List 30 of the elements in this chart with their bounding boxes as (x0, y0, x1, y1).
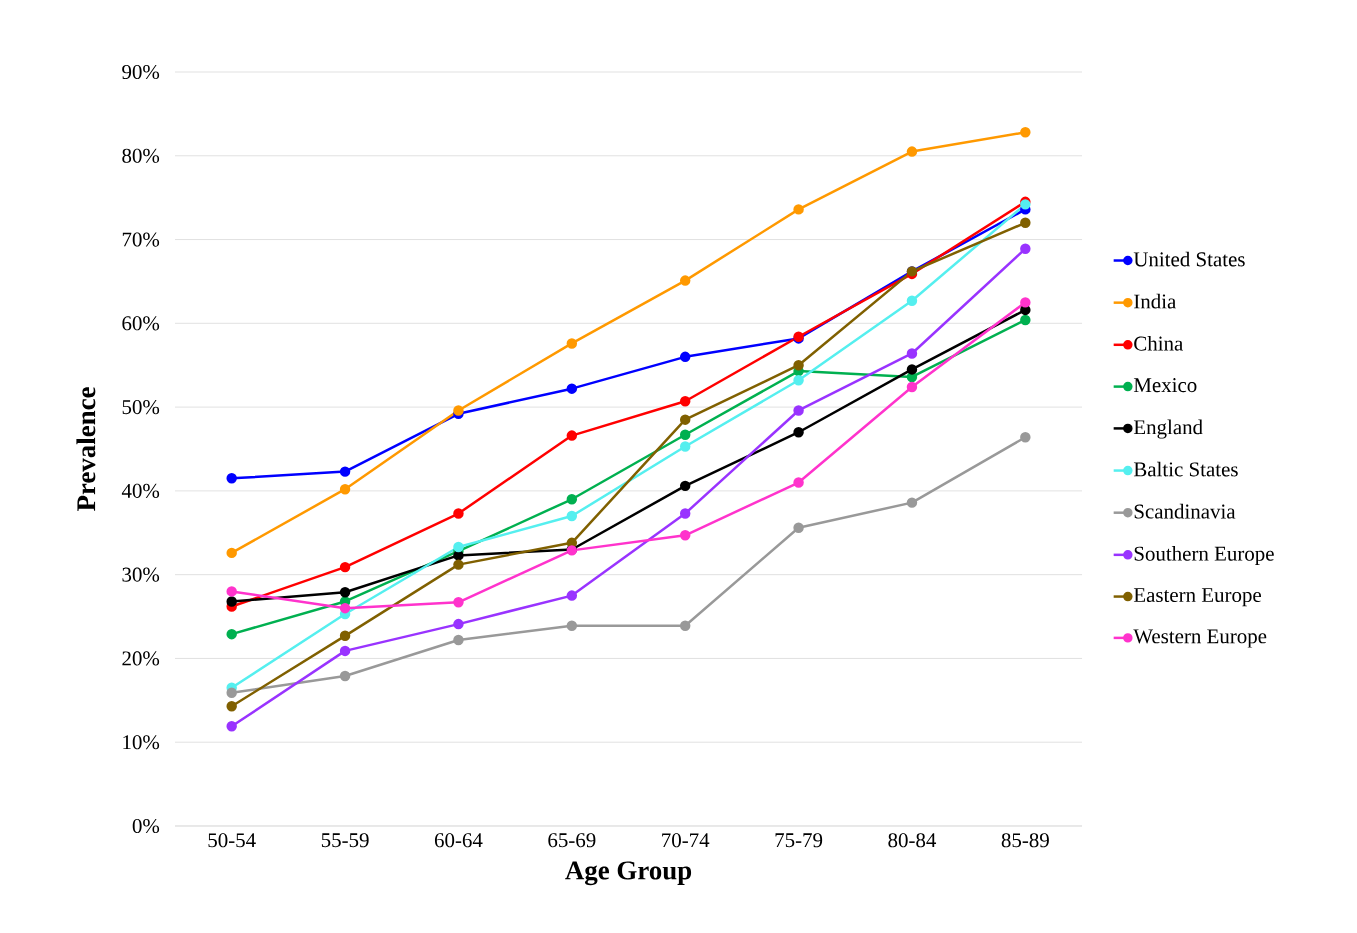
x-tick-label: 60-64 (434, 833, 483, 848)
y-tick-label: 70% (122, 232, 160, 247)
y-tick-label: 80% (122, 148, 160, 163)
y-tick-label: 10% (123, 735, 160, 750)
y-tick-label: 90% (122, 64, 160, 80)
y-tick-label: 30% (122, 567, 160, 582)
x-tick-label: 70-74 (662, 833, 710, 848)
legend-label: Western Europe (1133, 629, 1267, 648)
legend-label: England (1133, 419, 1203, 439)
y-tick-label: 0% (132, 818, 160, 834)
y-axis-title: Prevalence (76, 387, 96, 512)
x-tick-label: 55-59 (321, 833, 369, 848)
legend-label: Mexico (1133, 378, 1197, 393)
y-tick-label: 50% (122, 400, 160, 415)
x-tick-label: 50-54 (208, 833, 256, 848)
x-tick-label: 85-89 (1001, 833, 1049, 848)
x-axis-title: Age Group (565, 861, 692, 886)
x-tick-label: 80-84 (888, 833, 937, 848)
x-tick-label: 75-79 (775, 833, 823, 848)
legend-label: Scandinavia (1134, 503, 1236, 519)
legend-label: China (1134, 335, 1184, 351)
legend-label: United States (1133, 251, 1245, 267)
legend-label: India (1134, 293, 1177, 309)
y-tick-label: 40% (121, 483, 160, 498)
legend-label: Eastern Europe (1133, 588, 1261, 607)
legend-label: Baltic States (1133, 461, 1238, 477)
x-tick-label: 65-69 (548, 833, 596, 848)
y-tick-label: 60% (122, 316, 160, 331)
legend-label: Southern Europe (1134, 546, 1274, 565)
y-tick-label: 20% (122, 651, 160, 666)
